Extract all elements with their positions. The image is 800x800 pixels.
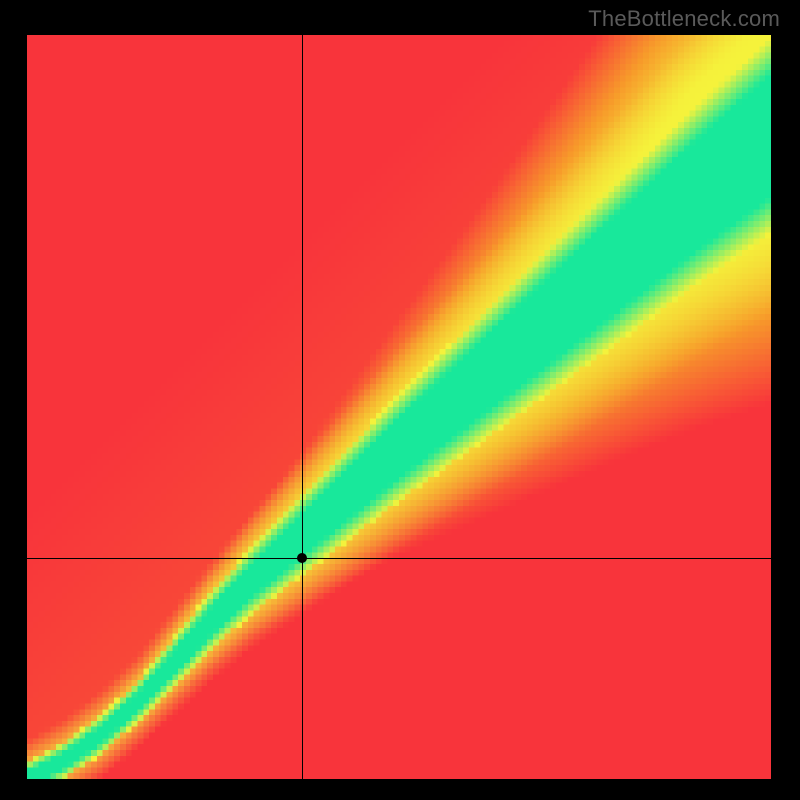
- heatmap-plot: [27, 35, 771, 779]
- crosshair-horizontal: [27, 558, 771, 559]
- crosshair-vertical: [302, 35, 303, 779]
- watermark-text: TheBottleneck.com: [588, 6, 780, 32]
- heatmap-canvas: [27, 35, 771, 779]
